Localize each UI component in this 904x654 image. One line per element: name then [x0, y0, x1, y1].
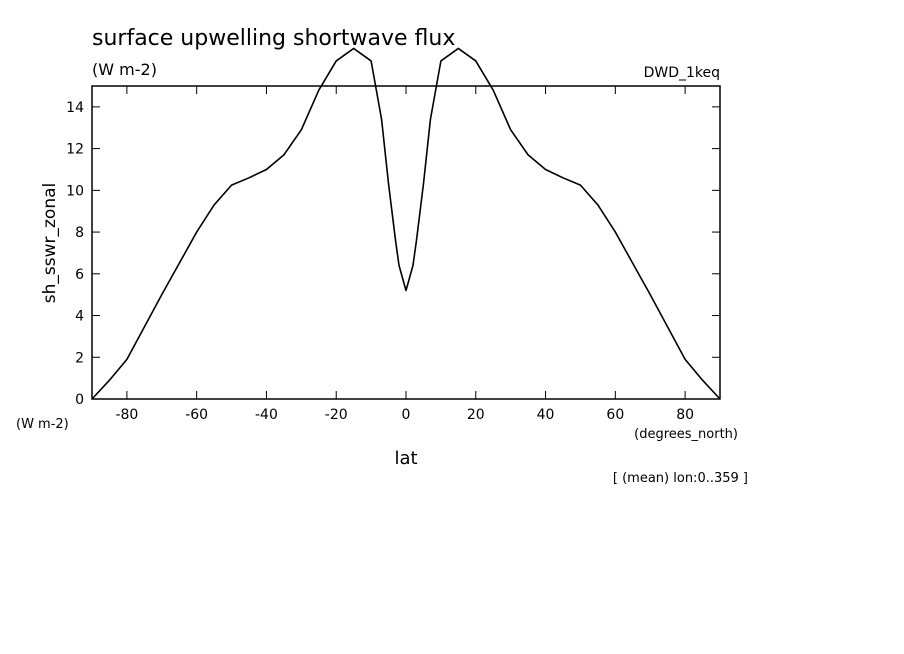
y-tick-label: 2: [75, 350, 84, 366]
y-tick-label: 4: [75, 309, 84, 325]
y-tick-label: 0: [75, 392, 84, 408]
chart-title: surface upwelling shortwave flux: [92, 26, 455, 51]
x-tick-label: -20: [325, 407, 348, 423]
x-axis-label: lat: [394, 448, 417, 469]
x-tick-label: -60: [185, 407, 208, 423]
y-tick-label: 10: [66, 183, 84, 199]
y-units: (W m-2): [16, 417, 69, 432]
y-tick-label: 14: [66, 100, 84, 116]
chart-subtitle: (W m-2): [92, 60, 157, 79]
data-line: [91, 47, 721, 400]
x-tick-label: 80: [676, 407, 694, 423]
x-tick-label: 0: [402, 407, 411, 423]
x-units: (degrees_north): [634, 427, 738, 442]
y-axis-label: sh_sswr_zonal: [40, 183, 60, 303]
x-tick-label: 60: [606, 407, 624, 423]
y-tick-label: 12: [66, 142, 84, 158]
x-tick-label: 40: [537, 407, 555, 423]
dataset-label: DWD_1keq: [644, 65, 720, 81]
y-tick-label: 8: [75, 225, 84, 241]
y-tick-label: 6: [75, 267, 84, 283]
x-tick-label: -40: [255, 407, 278, 423]
x-tick-label: 20: [467, 407, 485, 423]
note: [ (mean) lon:0..359 ]: [613, 471, 748, 486]
x-tick-label: -80: [115, 407, 138, 423]
